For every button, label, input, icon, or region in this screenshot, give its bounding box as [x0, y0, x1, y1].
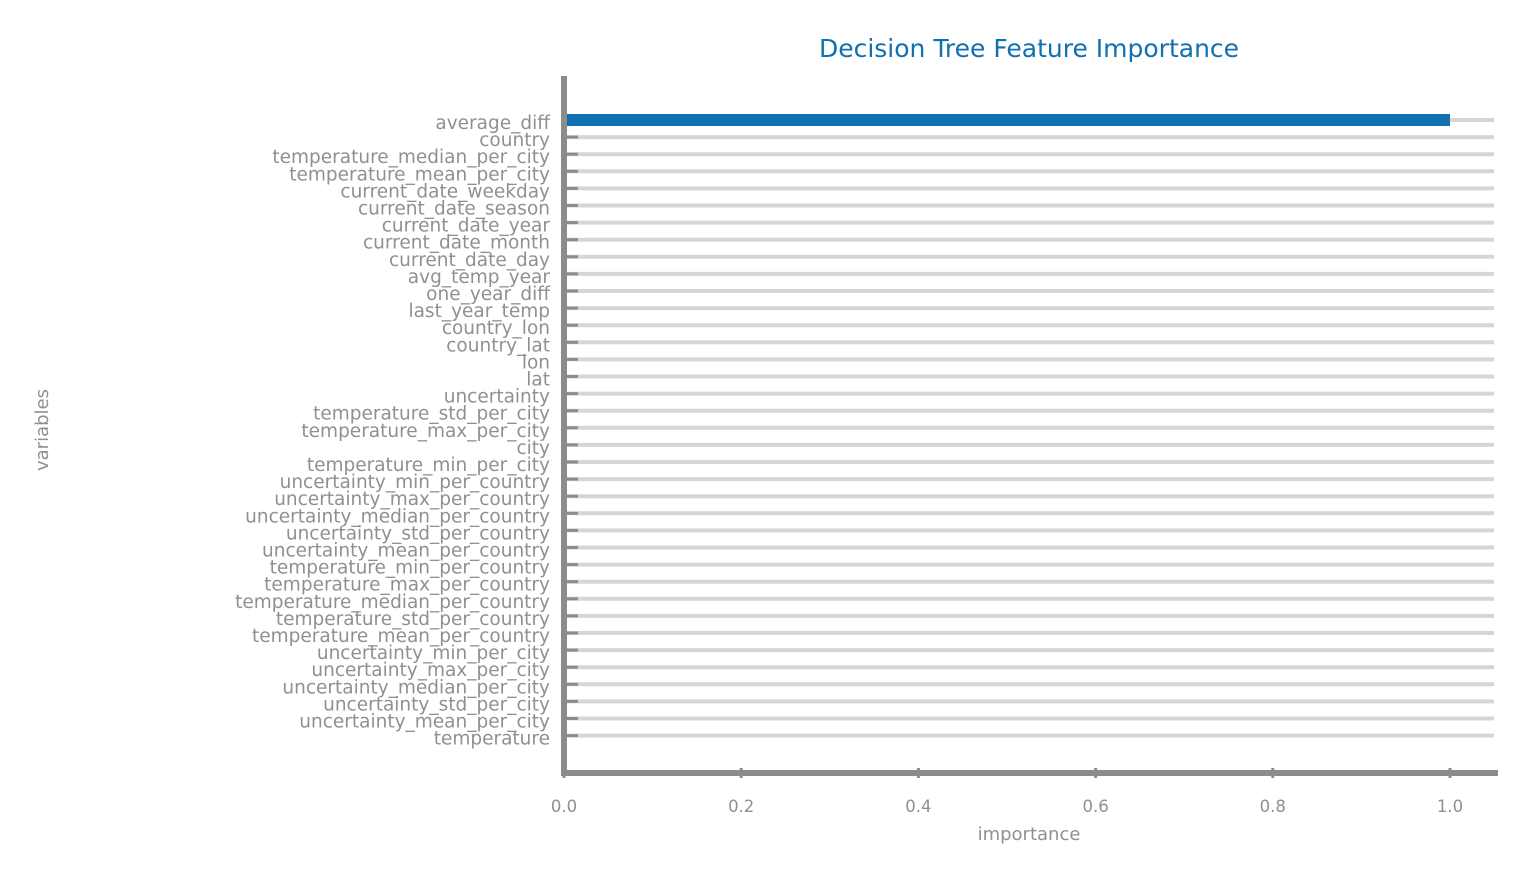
- y-tick-label: current_date_year: [382, 216, 551, 237]
- y-tick-label: temperature: [434, 729, 550, 750]
- y-tick-label: uncertainty_std_per_country: [286, 523, 550, 544]
- y-tick-label: average_diff: [435, 113, 551, 134]
- y-tick-label: uncertainty_min_per_country: [280, 472, 550, 493]
- y-tick-label: temperature_mean_per_country: [252, 626, 550, 647]
- y-axis-label: variables: [32, 389, 53, 471]
- y-tick-label: temperature_min_per_country: [270, 558, 550, 579]
- y-tick-label: avg_temp_year: [408, 267, 551, 288]
- x-tick-label: 0.6: [1082, 797, 1108, 816]
- y-tick-label: one_year_diff: [426, 284, 551, 305]
- x-tick-label: 0.0: [551, 797, 577, 816]
- y-tick-label: temperature_min_per_city: [307, 455, 550, 476]
- y-tick-label: temperature_max_per_city: [301, 421, 550, 442]
- x-tick-label: 0.8: [1260, 797, 1286, 816]
- x-tick-label: 1.0: [1437, 797, 1463, 816]
- bars: [564, 114, 1450, 126]
- y-tick-label: uncertainty_mean_per_country: [262, 541, 550, 562]
- y-tick-label: uncertainty_min_per_city: [317, 643, 550, 664]
- y-tick-label: temperature_mean_per_city: [289, 164, 550, 185]
- gridlines: [564, 118, 1494, 738]
- y-tick-label: country: [479, 130, 550, 151]
- y-tick-label: uncertainty_median_per_city: [282, 677, 550, 698]
- y-tick-label: current_date_season: [358, 199, 550, 220]
- x-tick-label: 0.4: [905, 797, 931, 816]
- y-tick-label: country_lon: [442, 318, 550, 339]
- y-tick-label: uncertainty: [444, 387, 550, 408]
- y-tick-label: lon: [522, 352, 550, 373]
- y-tick-label: current_date_day: [389, 250, 550, 271]
- y-tick-label: uncertainty_mean_per_city: [299, 712, 550, 733]
- y-tick-label: temperature_std_per_city: [313, 404, 550, 425]
- y-tick-label: uncertainty_median_per_country: [245, 506, 550, 527]
- y-tick-label: temperature_median_per_country: [235, 592, 550, 613]
- y-tick-label: current_date_weekday: [340, 181, 550, 202]
- y-tick-label: uncertainty_max_per_country: [274, 489, 550, 510]
- y-tick-label: temperature_median_per_city: [272, 147, 550, 168]
- x-tick-labels: 0.0 0.2 0.4 0.6 0.8 1.0: [551, 768, 1463, 816]
- y-tick-label: uncertainty_max_per_city: [311, 660, 550, 681]
- x-axis-label: importance: [978, 824, 1081, 845]
- y-tick-label: temperature_max_per_country: [264, 575, 550, 596]
- x-tick-label: 0.2: [728, 797, 754, 816]
- chart-title: Decision Tree Feature Importance: [819, 34, 1239, 63]
- y-tick-label: temperature_std_per_country: [276, 609, 550, 630]
- y-tick-label: city: [516, 438, 550, 459]
- y-tick-label: current_date_month: [363, 233, 550, 254]
- y-tick-label: uncertainty_std_per_city: [323, 694, 550, 715]
- y-tick-labels: average_diffcountrytemperature_median_pe…: [235, 113, 551, 750]
- y-tick-label: country_lat: [446, 335, 550, 356]
- y-tick-label: lat: [526, 370, 550, 391]
- y-tick-label: last_year_temp: [408, 301, 550, 322]
- bar-average_diff: [564, 114, 1450, 126]
